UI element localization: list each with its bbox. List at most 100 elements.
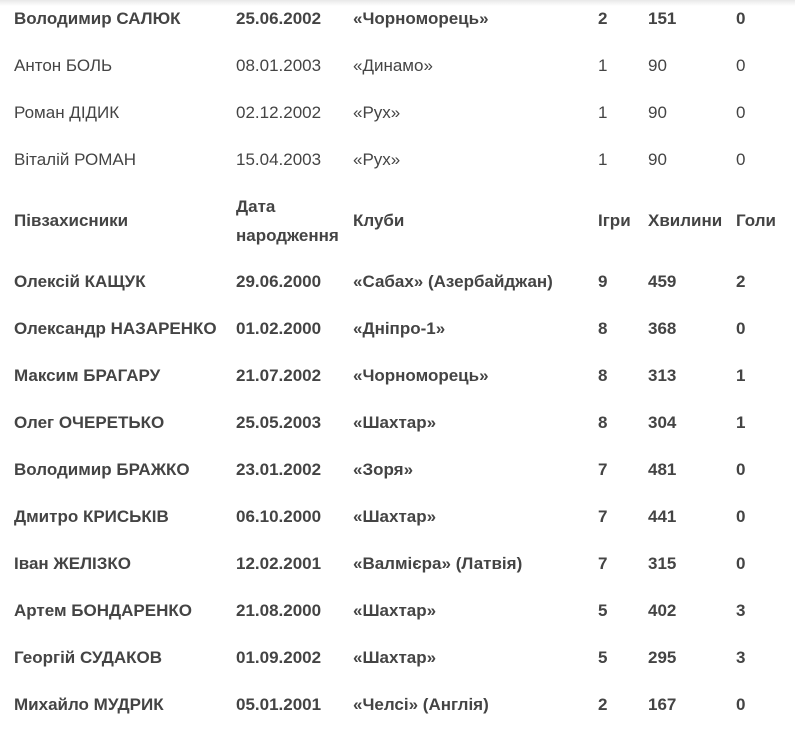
cell-games: 8	[598, 366, 608, 385]
cell-name: Максим БРАГАРУ	[14, 366, 161, 385]
cell-minutes: 402	[648, 601, 677, 620]
cell-name: Роман ДІДИК	[14, 103, 120, 122]
cell-minutes: 459	[648, 272, 677, 291]
cell-club: «Сабах» (Азербайджан)	[353, 272, 553, 291]
table-row: Георгій СУДАКОВ 01.09.2002 «Шахтар» 5 295 3	[14, 634, 786, 681]
cell-goals: 0	[736, 9, 746, 28]
table-row: Іван ЖЕЛІЗКО 12.02.2001 «Валмієра» (Латвія…	[14, 540, 786, 587]
cell-minutes: 481	[648, 460, 677, 479]
cell-name: Володимир БРАЖКО	[14, 460, 190, 479]
cell-club: «Шахтар»	[353, 507, 437, 526]
cell-dob: 21.08.2000	[236, 601, 322, 620]
cell-goals: 3	[736, 648, 746, 667]
cell-name: Дмитро КРИСЬКІВ	[14, 507, 169, 526]
cell-games: 9	[598, 272, 608, 291]
cell-goals: 0	[736, 150, 746, 169]
header-games: Ігри	[598, 211, 631, 230]
cell-club: «Чорноморець»	[353, 366, 489, 385]
cell-club: «Динамо»	[353, 56, 433, 75]
cell-dob: 01.09.2002	[236, 648, 322, 667]
table-row: Олексій КАЩУК 29.06.2000 «Сабах» (Азербайд…	[14, 258, 786, 305]
cell-dob: 29.06.2000	[236, 272, 322, 291]
cell-goals: 1	[736, 366, 746, 385]
header-club: Клуби	[353, 211, 405, 230]
table-row: Артем БОНДАРЕНКО 21.08.2000 «Шахтар» 5 402 3	[14, 587, 786, 634]
cell-minutes: 90	[648, 56, 667, 75]
table-row: Роман ДІДИК 02.12.2002 «Рух» 1 90 0	[14, 89, 786, 136]
table-row: Антон БОЛЬ 08.01.2003 «Динамо» 1 90 0	[14, 42, 786, 89]
cell-goals: 0	[736, 554, 746, 573]
table-row: Віталій РОМАН 15.04.2003 «Рух» 1 90 0	[14, 136, 786, 183]
cell-dob: 25.06.2002	[236, 9, 322, 28]
cell-name: Антон БОЛЬ	[14, 56, 113, 75]
cell-games: 7	[598, 554, 608, 573]
cell-minutes: 304	[648, 413, 677, 432]
table-header: Півзахисники Дата народження Клуби Ігри Хвили…	[14, 183, 786, 258]
cell-club: «Дніпро-1»	[353, 319, 446, 338]
cell-name: Олексій КАЩУК	[14, 272, 146, 291]
cell-goals: 0	[736, 319, 746, 338]
cell-name: Олег ОЧЕРЕТЬКО	[14, 413, 165, 432]
cell-club: «Шахтар»	[353, 413, 437, 432]
cell-club: «Челсі» (Англія)	[353, 695, 489, 714]
cell-games: 5	[598, 601, 608, 620]
cell-minutes: 295	[648, 648, 677, 667]
cell-name: Артем БОНДАРЕНКО	[14, 601, 192, 620]
table-row: Максим БРАГАРУ 21.07.2002 «Чорноморець» 8 31…	[14, 352, 786, 399]
cell-dob: 12.02.2001	[236, 554, 322, 573]
cell-minutes: 151	[648, 9, 677, 28]
cell-goals: 2	[736, 272, 746, 291]
cell-minutes: 90	[648, 150, 667, 169]
header-goals: Голи	[736, 211, 777, 230]
table-row: Дмитро КРИСЬКІВ 06.10.2000 «Шахтар» 7 441 0	[14, 493, 786, 540]
cell-dob: 05.01.2001	[236, 695, 322, 714]
cell-dob: 15.04.2003	[236, 150, 322, 169]
table-row: Володимир САЛЮК 25.06.2002 «Чорноморець» 2 1…	[14, 0, 786, 42]
cell-games: 7	[598, 507, 608, 526]
top-shadow	[0, 0, 795, 6]
cell-games: 7	[598, 460, 608, 479]
cell-games: 8	[598, 319, 608, 338]
table-row: Володимир БРАЖКО 23.01.2002 «Зоря» 7 481 0	[14, 446, 786, 493]
header-dob-line1: Дата	[236, 196, 276, 216]
cell-dob: 06.10.2000	[236, 507, 322, 526]
cell-games: 2	[598, 9, 608, 28]
cell-goals: 0	[736, 103, 746, 122]
cell-dob: 02.12.2002	[236, 103, 322, 122]
cell-dob: 25.05.2003	[236, 413, 322, 432]
cell-club: «Шахтар»	[353, 648, 437, 667]
cell-name: Михайло МУДРИК	[14, 695, 164, 714]
header-dob-line2: народження	[236, 225, 339, 245]
cell-goals: 0	[736, 695, 746, 714]
cell-dob: 23.01.2002	[236, 460, 322, 479]
cell-club: «Чорноморець»	[353, 9, 489, 28]
cell-club: «Шахтар»	[353, 601, 437, 620]
header-dob: Дата народження	[236, 192, 353, 250]
cell-dob: 01.02.2000	[236, 319, 322, 338]
cell-goals: 1	[736, 413, 746, 432]
cell-games: 2	[598, 695, 608, 714]
table-row: Олег ОЧЕРЕТЬКО 25.05.2003 «Шахтар» 8 304 1	[14, 399, 786, 446]
cell-club: «Валмієра» (Латвія)	[353, 554, 523, 573]
cell-games: 1	[598, 150, 608, 169]
cell-club: «Рух»	[353, 103, 401, 122]
cell-goals: 0	[736, 56, 746, 75]
cell-games: 8	[598, 413, 608, 432]
cell-club: «Зоря»	[353, 460, 414, 479]
cell-minutes: 90	[648, 103, 667, 122]
cell-name: Олександр НАЗАРЕНКО	[14, 319, 217, 338]
header-minutes: Хвилини	[648, 211, 723, 230]
cell-dob: 08.01.2003	[236, 56, 322, 75]
table-row: Олександр НАЗАРЕНКО 01.02.2000 «Дніпро-1» 8…	[14, 305, 786, 352]
cell-name: Георгій СУДАКОВ	[14, 648, 163, 667]
cell-goals: 3	[736, 601, 746, 620]
cell-minutes: 313	[648, 366, 677, 385]
cell-name: Іван ЖЕЛІЗКО	[14, 554, 131, 573]
cell-goals: 0	[736, 507, 746, 526]
table-row: Михайло МУДРИК 05.01.2001 «Челсі» (Англія)…	[14, 681, 786, 728]
cell-name: Віталій РОМАН	[14, 150, 137, 169]
cell-minutes: 368	[648, 319, 677, 338]
cell-goals: 0	[736, 460, 746, 479]
cell-club: «Рух»	[353, 150, 401, 169]
cell-games: 1	[598, 103, 608, 122]
